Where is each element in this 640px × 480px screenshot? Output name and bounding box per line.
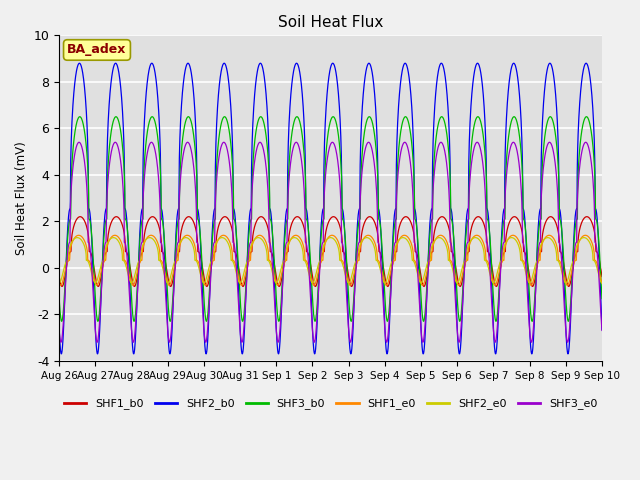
SHF3_e0 bbox=[55, 327, 63, 333]
SHF2_e0 bbox=[598, 280, 606, 286]
SHF2_e0 bbox=[150, 237, 157, 242]
SHF3_b0 bbox=[582, 114, 590, 120]
SHF1_e0 bbox=[117, 239, 125, 245]
SHF2_b0 bbox=[598, 327, 606, 333]
SHF1_e0 bbox=[287, 236, 295, 242]
Y-axis label: Soil Heat Flux (mV): Soil Heat Flux (mV) bbox=[15, 141, 28, 255]
SHF3_b0 bbox=[58, 318, 65, 324]
SHF1_b0 bbox=[117, 219, 125, 225]
SHF3_e0 bbox=[117, 163, 125, 169]
SHF3_b0 bbox=[287, 137, 295, 143]
SHF3_b0 bbox=[588, 132, 596, 138]
SHF1_e0 bbox=[150, 233, 157, 239]
SHF2_b0 bbox=[264, 113, 271, 119]
SHF2_e0 bbox=[529, 272, 537, 277]
SHF1_b0 bbox=[150, 214, 157, 220]
Line: SHF1_b0: SHF1_b0 bbox=[59, 216, 602, 287]
SHF3_e0 bbox=[287, 156, 295, 162]
SHF1_e0 bbox=[55, 280, 63, 286]
SHF3_b0 bbox=[117, 132, 125, 138]
SHF3_e0 bbox=[529, 330, 537, 336]
SHF1_e0 bbox=[529, 279, 537, 285]
SHF1_b0 bbox=[58, 284, 66, 289]
SHF2_e0 bbox=[287, 236, 295, 242]
SHF2_b0 bbox=[582, 60, 590, 66]
SHF1_b0 bbox=[55, 274, 63, 279]
Line: SHF3_e0: SHF3_e0 bbox=[59, 142, 602, 342]
SHF1_e0 bbox=[57, 282, 65, 288]
SHF1_b0 bbox=[529, 283, 537, 289]
SHF1_b0 bbox=[588, 219, 596, 225]
SHF3_e0 bbox=[588, 163, 596, 169]
SHF1_b0 bbox=[583, 214, 591, 219]
SHF2_e0 bbox=[55, 280, 63, 286]
SHF2_e0 bbox=[264, 257, 271, 263]
Text: BA_adex: BA_adex bbox=[67, 44, 127, 57]
SHF1_e0 bbox=[582, 232, 589, 238]
SHF3_b0 bbox=[264, 146, 271, 152]
SHF1_b0 bbox=[287, 223, 295, 229]
SHF1_b0 bbox=[598, 274, 606, 279]
SHF1_e0 bbox=[598, 280, 606, 286]
SHF2_b0 bbox=[150, 63, 157, 69]
SHF2_b0 bbox=[287, 89, 295, 95]
SHF2_b0 bbox=[588, 90, 596, 96]
Line: SHF2_e0: SHF2_e0 bbox=[59, 238, 602, 283]
Legend: SHF1_b0, SHF2_b0, SHF3_b0, SHF1_e0, SHF2_e0, SHF3_e0: SHF1_b0, SHF2_b0, SHF3_b0, SHF1_e0, SHF2… bbox=[60, 394, 602, 414]
SHF3_e0 bbox=[582, 139, 589, 145]
SHF3_b0 bbox=[55, 296, 63, 301]
SHF3_b0 bbox=[598, 296, 606, 301]
SHF3_e0 bbox=[150, 142, 157, 148]
SHF2_e0 bbox=[588, 244, 595, 250]
SHF2_e0 bbox=[74, 235, 81, 240]
SHF2_b0 bbox=[529, 343, 537, 348]
SHF3_e0 bbox=[598, 327, 606, 333]
SHF3_e0 bbox=[264, 180, 271, 186]
SHF2_b0 bbox=[58, 351, 65, 357]
SHF1_b0 bbox=[264, 224, 271, 229]
SHF1_e0 bbox=[588, 239, 596, 245]
SHF2_e0 bbox=[117, 245, 125, 251]
SHF1_e0 bbox=[264, 244, 271, 250]
Line: SHF1_e0: SHF1_e0 bbox=[59, 235, 602, 285]
SHF3_b0 bbox=[529, 315, 537, 321]
SHF2_b0 bbox=[117, 91, 125, 96]
Title: Soil Heat Flux: Soil Heat Flux bbox=[278, 15, 383, 30]
SHF3_b0 bbox=[150, 115, 157, 120]
Line: SHF3_b0: SHF3_b0 bbox=[59, 117, 602, 321]
SHF3_e0 bbox=[57, 339, 65, 345]
Line: SHF2_b0: SHF2_b0 bbox=[59, 63, 602, 354]
SHF2_b0 bbox=[55, 327, 63, 333]
